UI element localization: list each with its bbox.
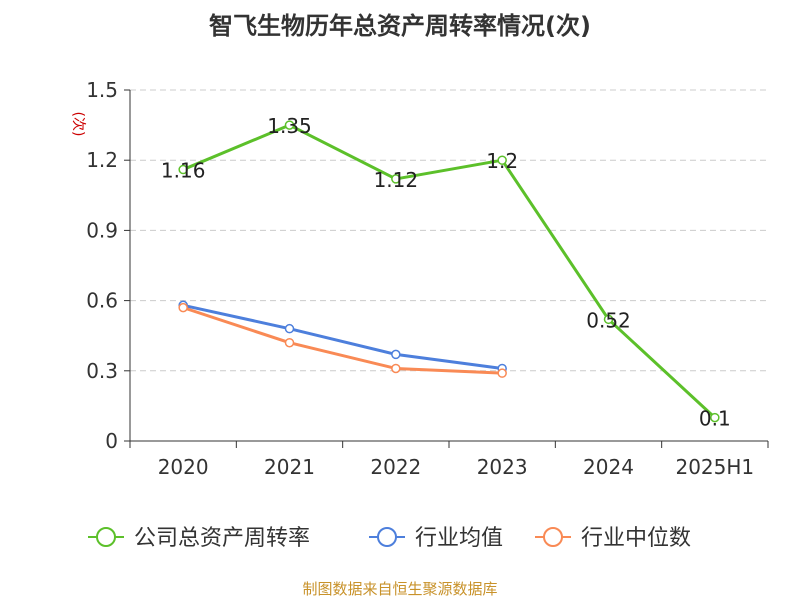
- data-point: [284, 120, 295, 130]
- axes: 0 0.3 0.6 0.9 1.2 1.5(次) 2020 2021 2022 2023 2024 2…: [70, 78, 769, 479]
- data-point: [284, 323, 295, 334]
- x-tick-label: 2025H1: [675, 455, 754, 479]
- y-tick-label: 0: [105, 429, 118, 453]
- legend-swatch-marker: [377, 527, 397, 547]
- data-label: 1.16: [161, 159, 206, 183]
- series-line: [182, 306, 503, 375]
- y-tick-label: 1.2: [86, 148, 118, 172]
- data-label: 1.2: [486, 149, 518, 173]
- data-point: [284, 337, 295, 348]
- legend-swatch-marker: [96, 527, 116, 547]
- data-labels: 1.16 1.35 1.12 1.2 0.52 0.1: [161, 114, 731, 431]
- y-axis-title: (次): [70, 112, 86, 137]
- data-point: [178, 164, 188, 175]
- y-tick-label: 0.3: [86, 359, 118, 383]
- legend-item: 行业中位数: [535, 526, 691, 551]
- series: [178, 120, 720, 423]
- legend: 公司总资产周转率 行业均值 行业中位数: [88, 526, 691, 551]
- legend-swatch-marker: [543, 527, 563, 547]
- data-point: [710, 412, 720, 423]
- x-tick-label: 2020: [158, 455, 209, 479]
- series-line: [182, 123, 716, 419]
- data-point: [497, 368, 507, 378]
- data-point: [603, 314, 614, 325]
- x-tick-label: 2024: [583, 455, 634, 479]
- legend-label: 行业中位数: [581, 526, 691, 551]
- y-tick-label: 0.9: [86, 218, 118, 242]
- y-tick-label: 0.6: [86, 289, 118, 313]
- legend-item: 公司总资产周转率: [88, 526, 310, 551]
- data-label: 1.35: [267, 114, 312, 138]
- series-line: [182, 303, 503, 370]
- data-label: 0.52: [586, 308, 631, 332]
- x-tick-label: 2023: [477, 455, 528, 479]
- chart-title: 智飞生物历年总资产周转率情况(次): [209, 12, 591, 40]
- legend-label: 行业均值: [415, 526, 503, 551]
- grid-lines: [130, 89, 768, 372]
- y-tick-label: 1.5: [86, 78, 118, 102]
- legend-item: 行业均值: [369, 526, 503, 551]
- x-tick-label: 2021: [264, 455, 315, 479]
- data-point: [391, 363, 401, 374]
- x-tick-label: 2022: [370, 455, 421, 479]
- legend-label: 公司总资产周转率: [134, 526, 310, 551]
- data-point: [391, 174, 401, 184]
- data-label: 1.12: [374, 168, 419, 192]
- data-point: [497, 155, 507, 165]
- data-point: [178, 302, 188, 313]
- data-point: [391, 349, 401, 360]
- data-label: 0.1: [699, 407, 731, 431]
- source-note: 制图数据来自恒生聚源数据库: [302, 580, 498, 598]
